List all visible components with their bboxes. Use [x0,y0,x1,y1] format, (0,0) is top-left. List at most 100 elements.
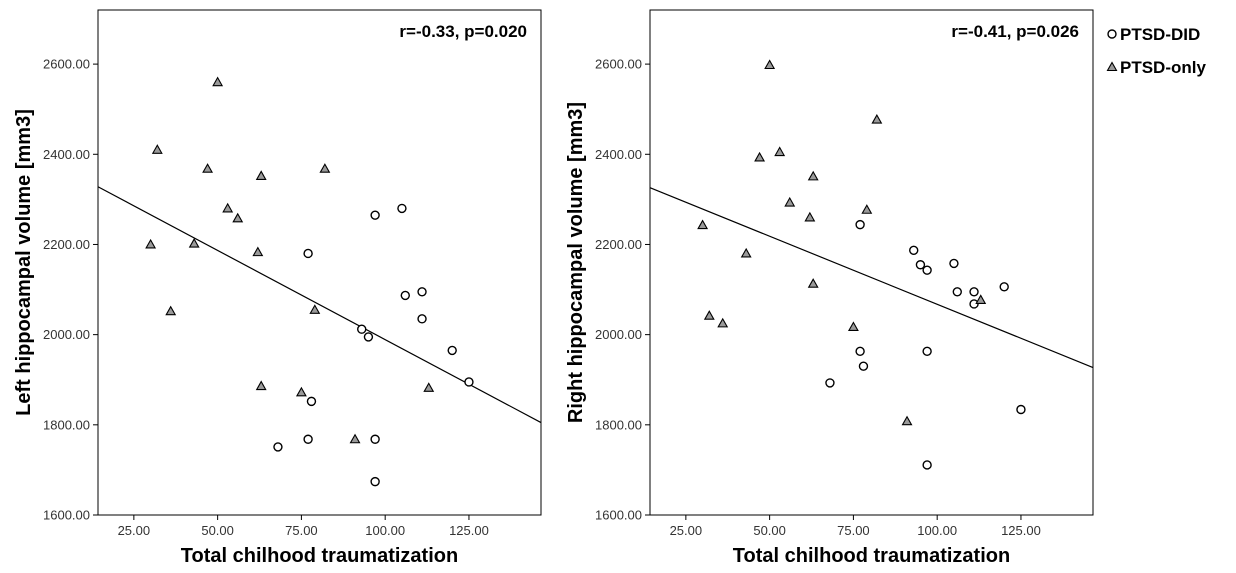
point-ptsd-only [697,219,709,230]
point-ptsd-did [922,346,932,357]
x-tick-label: 25.00 [118,523,151,538]
point-ptsd-only [703,310,715,320]
y-tick-label: 2400.00 [43,147,90,162]
x-tick-label: 25.00 [670,523,703,538]
plot-frame [649,9,1094,516]
point-ptsd-only [975,294,987,304]
point-ptsd-only [740,247,752,258]
point-ptsd-only [295,386,307,397]
legend-label: PTSD-DID [1120,25,1200,44]
y-tick-label: 2000.00 [595,327,642,342]
x-axis-title: Total chilhood traumatization [733,545,1010,567]
x-tick-label: 75.00 [837,523,870,538]
point-ptsd-only [754,151,766,162]
point-ptsd-only [255,380,267,391]
x-tick-label: 125.00 [449,523,489,538]
point-ptsd-did [922,460,932,470]
point-ptsd-only [861,204,873,214]
point-ptsd-only [151,144,163,154]
point-ptsd-did [825,378,835,388]
point-ptsd-did [969,299,979,309]
point-ptsd-did [949,258,959,269]
point-ptsd-did [969,287,979,297]
point-ptsd-did [858,361,869,371]
point-ptsd-did [370,476,380,487]
point-ptsd-only [188,237,200,248]
point-ptsd-only [309,304,321,314]
point-ptsd-did [417,314,427,324]
point-ptsd-did [1016,404,1026,415]
point-ptsd-only [774,146,786,157]
point-ptsd-did [357,324,367,334]
point-ptsd-did [952,287,962,297]
chart-right-hippocampus: 25.00 50.00 75.00 100.00 125.00 1600.00 1800.0… [565,9,1094,567]
point-ptsd-only [871,113,883,124]
point-ptsd-did [417,287,427,297]
y-tick-label: 2400.00 [595,147,642,162]
point-ptsd-did [303,248,313,259]
y-tick-label: 1800.00 [595,417,642,432]
point-ptsd-only [901,415,913,426]
point-ptsd-only [202,163,214,173]
y-axis-title: Right hippocampal volume [mm3] [565,102,587,423]
point-ptsd-only [784,196,796,207]
point-ptsd-did [370,434,380,444]
point-ptsd-only [212,76,224,87]
point-ptsd-only [319,163,331,173]
point-ptsd-did [273,442,283,452]
x-tick-label: 75.00 [285,523,318,538]
legend: PTSD-DID PTSD-only [1106,25,1206,77]
point-ptsd-only [423,382,435,392]
point-ptsd-did [397,203,407,214]
point-ptsd-only [349,433,361,444]
point-ptsd-did [855,219,865,230]
point-ptsd-did [855,346,865,357]
plot-frame [97,9,542,516]
point-ptsd-did [363,332,374,342]
y-tick-label: 1800.00 [43,417,90,432]
point-ptsd-did [370,210,380,220]
point-ptsd-only [252,246,264,257]
y-tick-label: 2000.00 [43,327,90,342]
point-ptsd-only [807,170,819,181]
x-axis-title: Total chilhood traumatization [181,545,458,567]
y-tick-label: 2200.00 [595,237,642,252]
x-tick-label: 100.00 [365,523,405,538]
y-axis-title: Left hippocampal volume [mm3] [13,109,35,416]
point-ptsd-only [255,170,267,180]
point-ptsd-did [909,245,919,256]
legend-marker-triangle [1106,61,1118,72]
regression-line [97,186,542,424]
y-tick-label: 2600.00 [595,57,642,72]
point-ptsd-only [804,211,816,222]
point-ptsd-did [999,282,1009,292]
point-ptsd-only [145,238,157,249]
point-ptsd-did [915,260,926,270]
point-ptsd-only [165,305,177,316]
legend-label: PTSD-only [1120,58,1206,77]
x-tick-label: 50.00 [753,523,786,538]
correlation-annotation: r=-0.41, p=0.026 [951,22,1079,41]
legend-marker-circle [1107,29,1117,39]
point-ptsd-only [847,321,859,332]
point-ptsd-only [232,212,244,223]
point-ptsd-only [222,202,234,213]
point-ptsd-did [447,345,457,356]
point-ptsd-did [303,434,313,444]
x-tick-label: 50.00 [201,523,234,538]
x-tick-label: 125.00 [1001,523,1041,538]
point-ptsd-did [400,290,410,301]
y-tick-label: 2600.00 [43,57,90,72]
point-ptsd-only [717,317,729,328]
regression-line [649,187,1094,369]
y-tick-label: 1600.00 [43,508,90,523]
point-ptsd-did [306,396,317,407]
chart-left-hippocampus: 25.00 50.00 75.00 100.00 125.00 1600.00 1800.0… [13,9,542,567]
y-tick-label: 2200.00 [43,237,90,252]
x-tick-label: 100.00 [917,523,957,538]
point-ptsd-only [807,278,819,288]
point-ptsd-did [464,377,474,387]
point-ptsd-only [764,59,776,70]
point-ptsd-did [922,265,932,275]
